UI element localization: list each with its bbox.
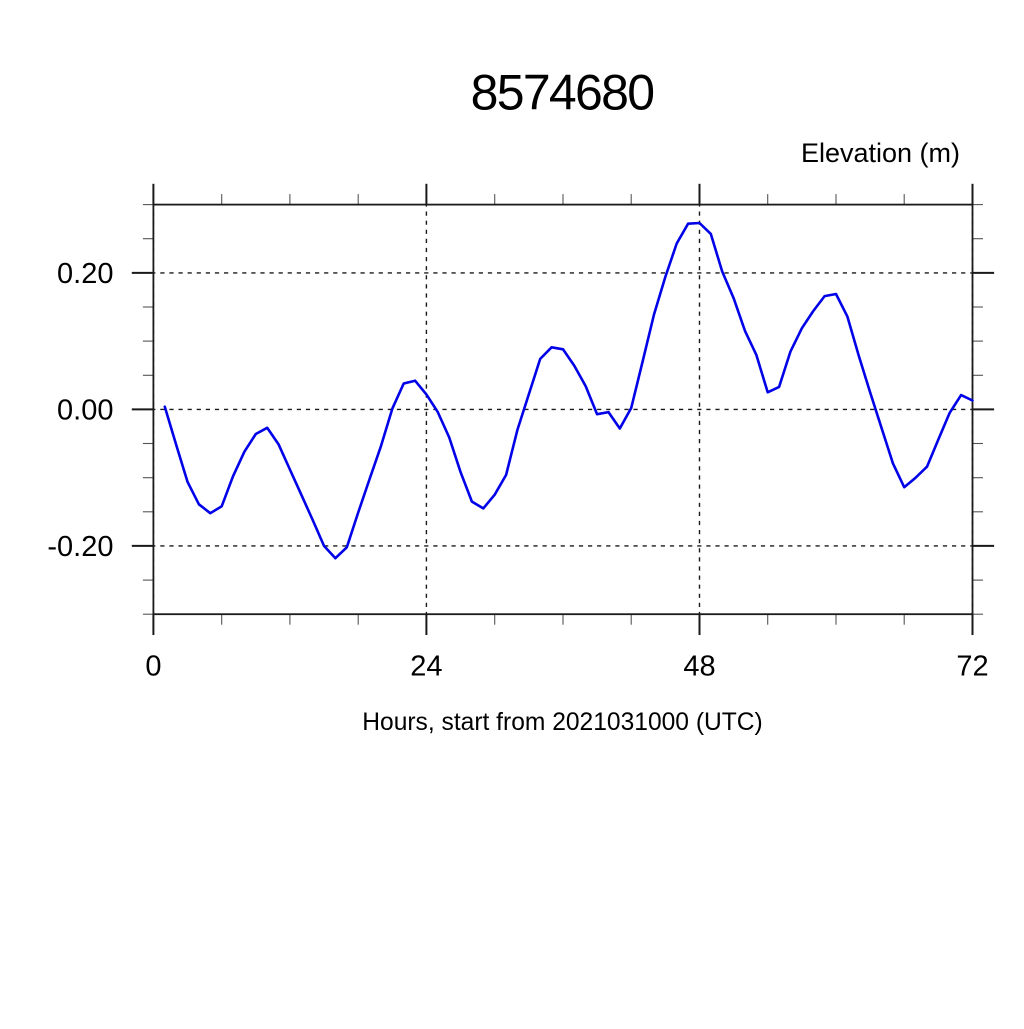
svg-text:Elevation (m): Elevation (m) — [801, 138, 960, 168]
svg-text:48: 48 — [683, 651, 715, 683]
svg-text:0.20: 0.20 — [57, 258, 113, 290]
svg-text:72: 72 — [956, 651, 988, 683]
svg-text:24: 24 — [410, 651, 442, 683]
svg-text:0.00: 0.00 — [57, 395, 113, 427]
svg-text:0: 0 — [145, 651, 161, 683]
svg-text:-0.20: -0.20 — [47, 531, 113, 563]
svg-text:Hours, start from 2021031000 (: Hours, start from 2021031000 (UTC) — [362, 709, 763, 736]
svg-text:8574680: 8574680 — [471, 65, 654, 121]
